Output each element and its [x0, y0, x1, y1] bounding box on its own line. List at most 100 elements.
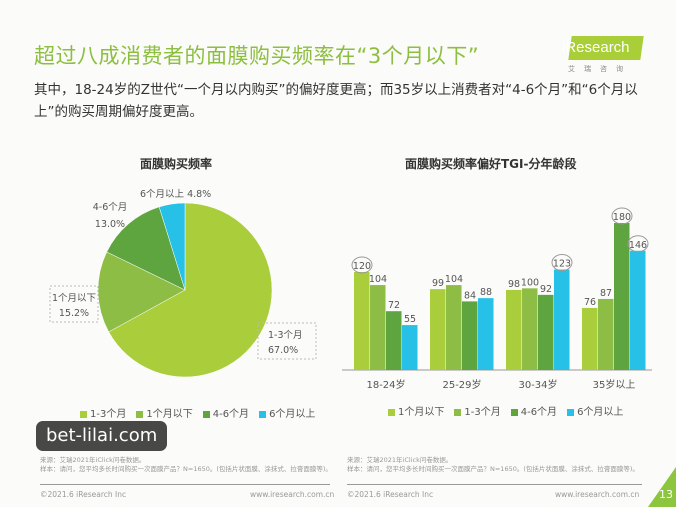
- pie-slice-1: [97, 251, 186, 333]
- x-tick-label: 25-29岁: [442, 378, 481, 391]
- right-website: www.iresearch.com.cn: [555, 490, 640, 499]
- bar-chart-title: 面膜购买频率偏好TGI-分年龄段: [405, 157, 577, 171]
- bar-value-label: 84: [464, 290, 476, 301]
- legend-label: 1个月以下: [146, 409, 193, 420]
- x-tick-label: 35岁以上: [593, 378, 636, 391]
- legend-swatch: [567, 408, 575, 416]
- watermark: bet-lilai.com: [36, 421, 168, 451]
- legend-item: 1个月以下: [388, 403, 444, 418]
- pie-label-cat-value: 6个月以上 4.8%: [140, 189, 211, 200]
- pie-label-value: 67.0%: [268, 345, 298, 356]
- bar: [402, 325, 418, 370]
- legend-label: 1个月以下: [398, 407, 445, 418]
- bar-value-label: 104: [445, 274, 463, 285]
- page-number: 13: [659, 488, 673, 501]
- left-source: 来源：艾瑞2021年iClick问卷数据。: [40, 456, 146, 464]
- legend-item: 1个月以下: [136, 405, 193, 420]
- bar-value-label: 98: [508, 279, 520, 290]
- legend-label: 6个月以上: [577, 407, 624, 418]
- legend-item: 1-3个月: [80, 405, 126, 420]
- right-divider: [347, 484, 642, 485]
- bar-value-label: 76: [584, 297, 596, 308]
- bar-value-label: 123: [553, 259, 571, 270]
- left-sample: 样本：请问，您平均多长时间购买一次面膜产品？N=1650。(包括片状面膜、涂抹式…: [40, 465, 332, 473]
- bar: [386, 311, 402, 370]
- left-footnote: 来源：艾瑞2021年iClick问卷数据。 样本：请问，您平均多长时间购买一次面…: [40, 456, 340, 474]
- bar-value-label: 99: [432, 278, 444, 289]
- bar: [554, 269, 570, 370]
- bar: [582, 307, 598, 370]
- legend-swatch: [136, 410, 144, 418]
- right-footnote: 来源：艾瑞2021年iClick问卷数据。 样本：请问，您平均多长时间购买一次面…: [347, 456, 647, 474]
- bar-value-label: 88: [480, 287, 492, 298]
- bar: [462, 301, 478, 370]
- bar-value-label: 120: [353, 261, 371, 272]
- bar: [538, 294, 554, 370]
- legend-label: 1-3个月: [90, 409, 127, 420]
- legend-swatch: [388, 408, 395, 416]
- bar: [614, 223, 630, 370]
- highlight-circle: [627, 235, 649, 253]
- label-box: [49, 285, 99, 323]
- bar-value-label: 72: [388, 300, 400, 311]
- logo-sub: 艾瑞咨询: [568, 65, 632, 73]
- label-box: [257, 322, 317, 360]
- legend-item: 4-6个月: [510, 403, 558, 418]
- legend-item: 4-6个月: [202, 405, 250, 420]
- legend-item: 6个月以上: [259, 405, 315, 420]
- highlight-circle: [551, 254, 573, 272]
- right-source: 来源：艾瑞2021年iClick问卷数据。: [347, 456, 453, 464]
- right-copyright: ©2021.6 iResearch Inc: [347, 490, 434, 499]
- pie-label-value: 15.2%: [59, 308, 89, 319]
- page-title: 超过八成消费者的面膜购买频率在“3个月以下”: [34, 44, 480, 68]
- legend-label: 4-6个月: [212, 409, 250, 420]
- left-divider: [40, 484, 330, 485]
- bar: [478, 298, 494, 370]
- highlight-circle: [351, 256, 373, 274]
- bar: [370, 285, 386, 370]
- bar-value-label: 104: [369, 274, 387, 285]
- bar-value-label: 100: [521, 277, 539, 288]
- pie-legend: 1-3个月 1个月以下 4-6个月 6个月以上: [80, 405, 315, 420]
- legend-label: 1-3个月: [464, 407, 501, 418]
- pie-chart-title: 面膜购买频率: [140, 157, 213, 171]
- bar-value-label: 180: [613, 212, 631, 223]
- bar: [630, 250, 646, 370]
- logo-text: iResearch: [562, 39, 630, 56]
- bar: [598, 298, 614, 370]
- bar: [506, 289, 522, 370]
- pie-label-value: 13.0%: [95, 219, 125, 230]
- bar: [522, 288, 538, 370]
- legend-swatch: [259, 410, 267, 418]
- legend-item: 6个月以上: [567, 403, 623, 418]
- bar-legend: 1个月以下 1-3个月 4-6个月 6个月以上: [388, 403, 623, 418]
- corner-decoration: [648, 467, 676, 507]
- pie-slice-0: [108, 202, 273, 378]
- iresearch-logo: iResearch 艾瑞咨询: [562, 36, 644, 74]
- legend-swatch: [454, 408, 462, 416]
- bar-value-label: 55: [404, 314, 416, 325]
- legend-swatch: [80, 410, 87, 418]
- bar-value-label: 87: [600, 288, 612, 299]
- x-tick-label: 18-24岁: [366, 378, 405, 391]
- right-sample: 样本：请问，您平均多长时间购买一次面膜产品？N=1650。(包括片状面膜、涂抹式…: [347, 465, 639, 473]
- pie-label-cat: 1-3个月: [268, 330, 303, 341]
- legend-label: 4-6个月: [520, 407, 558, 418]
- pie-chart: 1-3个月 67.0% 1个月以下 15.2% 4-6个月 13.0% 6个月以上 4.8%: [49, 189, 317, 378]
- bar: [354, 272, 370, 370]
- left-copyright: ©2021.6 iResearch Inc: [40, 490, 127, 499]
- bar-value-label: 92: [540, 284, 552, 295]
- legend-swatch: [510, 408, 518, 416]
- pie-label-cat: 4-6个月: [93, 202, 128, 213]
- bar: [430, 289, 446, 370]
- legend-swatch: [202, 410, 210, 418]
- legend-item: 1-3个月: [454, 403, 501, 418]
- bar: [446, 285, 462, 370]
- x-tick-label: 30-34岁: [518, 378, 557, 391]
- pie-slice-3: [158, 202, 186, 291]
- left-website: www.iresearch.com.cn: [250, 490, 335, 499]
- legend-label: 6个月以上: [269, 409, 316, 420]
- page-subtitle: 其中，18-24岁的Z世代“一个月以内购买”的偏好度更高；而35岁以上消费者对“…: [34, 82, 638, 120]
- pie-label-cat: 1个月以下: [52, 293, 96, 304]
